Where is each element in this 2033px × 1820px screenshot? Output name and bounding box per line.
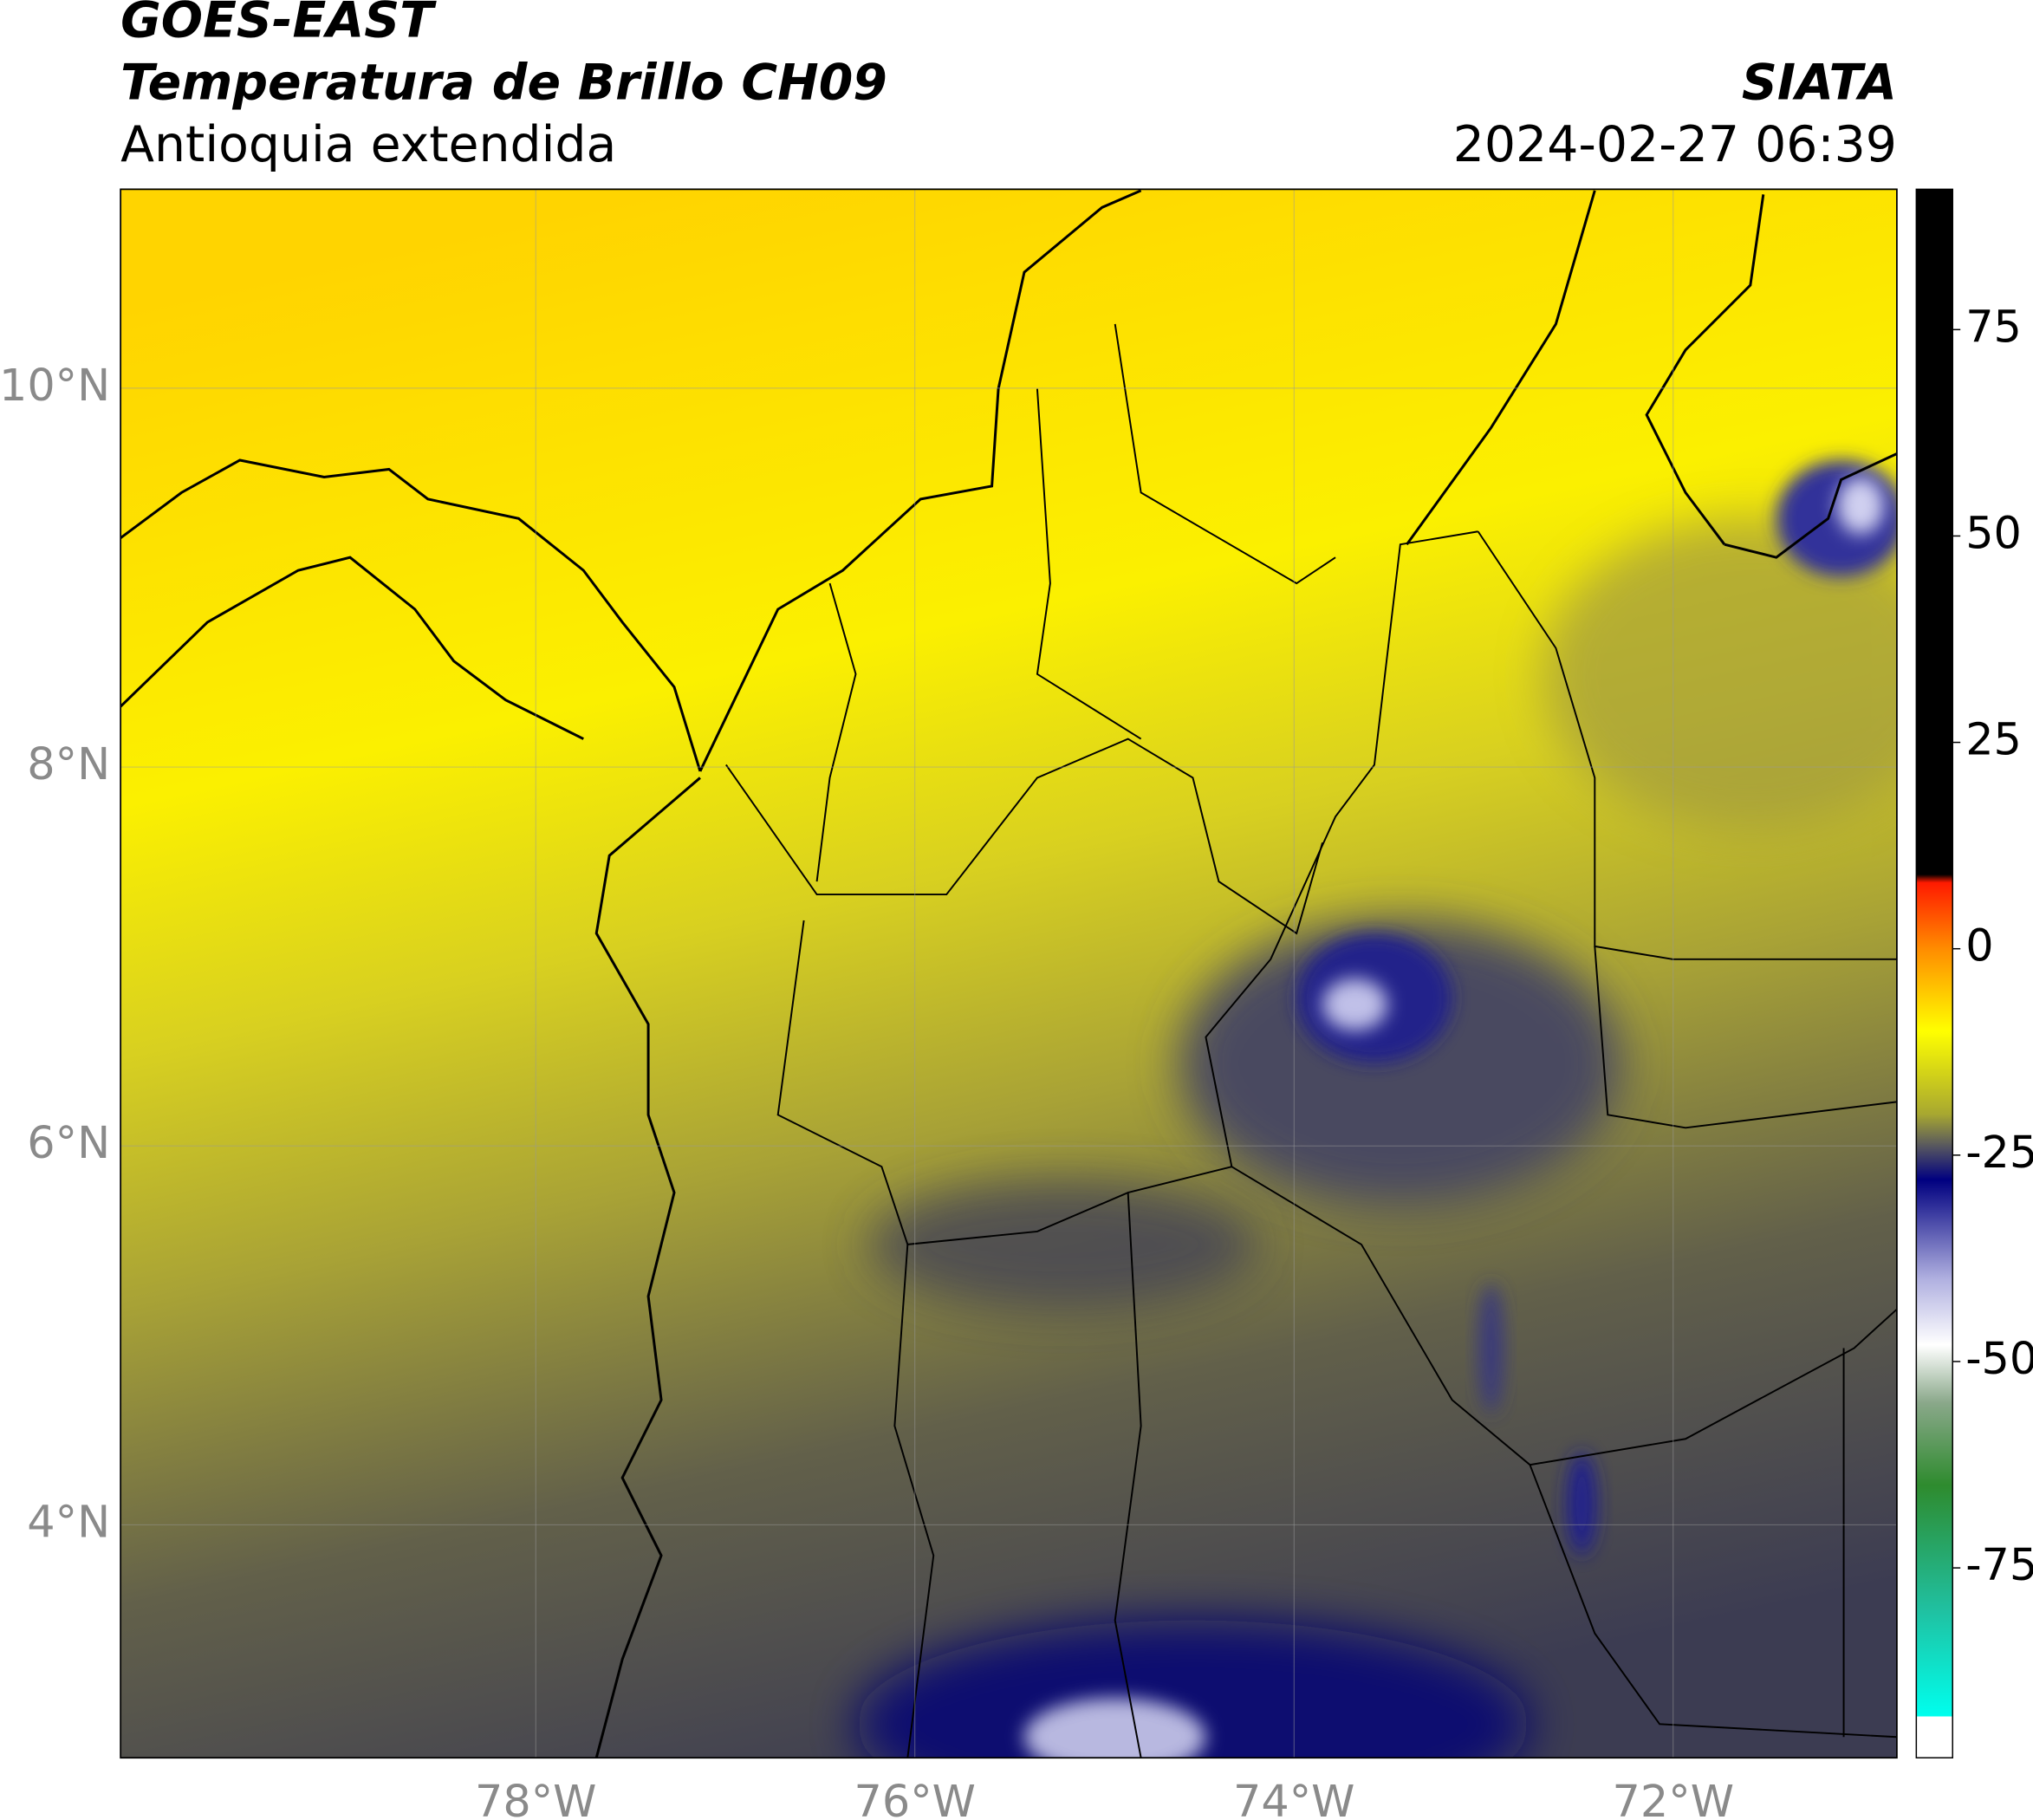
colorbar-tick-label: 0 bbox=[1965, 920, 1993, 972]
colorbar-tick-label: -25 bbox=[1965, 1127, 2033, 1178]
colorbar-tick-label: 50 bbox=[1965, 507, 2022, 558]
y-tick-label: 4°N bbox=[27, 1496, 110, 1547]
map-frame bbox=[120, 188, 1898, 1759]
map-field bbox=[120, 189, 1897, 1758]
x-tick-label: 78°W bbox=[475, 1776, 596, 1820]
y-tick-label: 8°N bbox=[27, 738, 110, 790]
colorbar bbox=[1915, 188, 1953, 1758]
subtitle: Temperatura de Brillo CH09 bbox=[120, 54, 887, 111]
colorbar-tick-label: 25 bbox=[1965, 714, 2022, 765]
x-tick-label: 76°W bbox=[854, 1776, 976, 1820]
source: SIATA bbox=[1742, 54, 1897, 111]
datetime: 2024-02-27 06:39 bbox=[1453, 116, 1897, 173]
colorbar-tick-label: -50 bbox=[1965, 1333, 2033, 1384]
y-tick-label: 10°N bbox=[0, 360, 110, 411]
x-tick-label: 72°W bbox=[1613, 1776, 1734, 1820]
title: GOES-EAST bbox=[120, 0, 437, 49]
region: Antioquia extendida bbox=[120, 116, 616, 173]
y-tick-label: 6°N bbox=[27, 1117, 110, 1168]
colorbar-tick-label: 75 bbox=[1965, 301, 2022, 352]
colorbar-tick-label: -75 bbox=[1965, 1539, 2033, 1590]
x-tick-label: 74°W bbox=[1233, 1776, 1354, 1820]
